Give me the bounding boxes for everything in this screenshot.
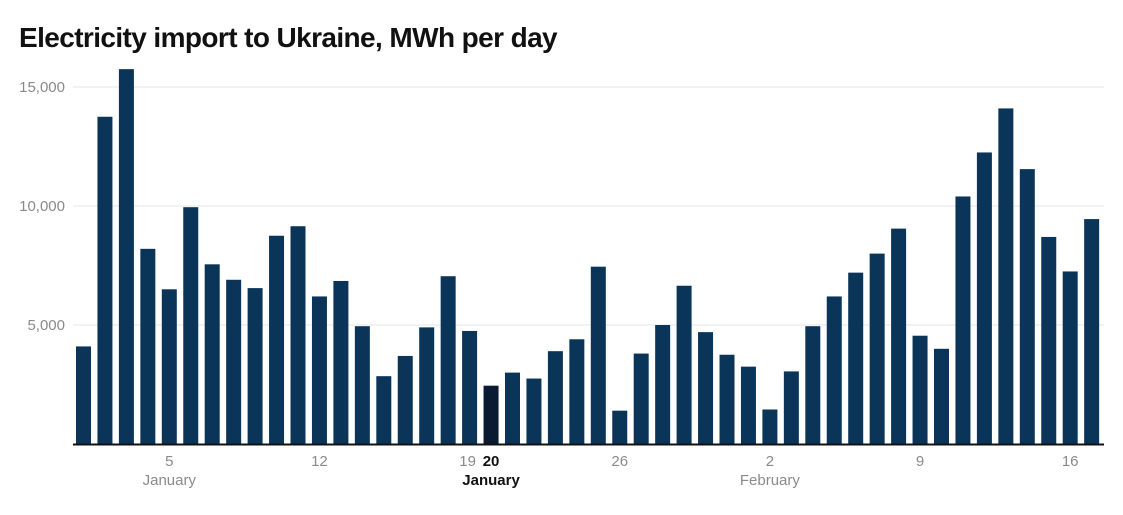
bar xyxy=(762,409,778,444)
bar xyxy=(354,326,370,444)
bar xyxy=(483,385,499,444)
bar xyxy=(204,264,220,444)
bar xyxy=(333,280,349,444)
bar xyxy=(97,116,113,444)
bar xyxy=(848,272,864,444)
x-tick-label: 26 xyxy=(611,453,628,470)
bar xyxy=(462,330,478,444)
y-tick-label: 15,000 xyxy=(19,79,65,96)
bar xyxy=(934,348,949,444)
bar xyxy=(269,235,285,444)
bar xyxy=(419,327,435,444)
bar xyxy=(76,346,91,444)
bar xyxy=(676,285,692,444)
bar xyxy=(505,372,520,444)
x-tick-label: 12 xyxy=(311,453,328,470)
bar xyxy=(526,378,542,444)
x-tick-label: 5 xyxy=(165,453,173,470)
bar xyxy=(440,276,456,444)
bar xyxy=(1062,271,1078,444)
bar xyxy=(290,226,306,444)
x-month-label: January xyxy=(462,472,520,489)
bar xyxy=(912,335,928,444)
bar xyxy=(783,371,799,444)
bar xyxy=(719,354,735,444)
bar xyxy=(1084,219,1100,444)
bar xyxy=(397,355,413,444)
bar xyxy=(740,366,756,444)
bar xyxy=(376,376,392,444)
bar xyxy=(226,279,242,444)
bar xyxy=(183,207,199,444)
bar xyxy=(805,326,821,444)
bar xyxy=(612,410,628,444)
bar xyxy=(547,351,563,444)
x-axis-tick-labels: 5 12 19 20 26 2 9 16 January January February xyxy=(143,453,1079,489)
bar xyxy=(569,339,585,444)
bar xyxy=(826,296,842,444)
bar xyxy=(118,69,134,445)
x-tick-label: 16 xyxy=(1062,453,1079,470)
bar xyxy=(955,196,971,444)
bar xyxy=(998,108,1014,445)
x-tick-label: 19 xyxy=(459,453,476,470)
y-tick-label: 10,000 xyxy=(19,198,65,215)
x-month-label: January xyxy=(143,472,197,489)
bar xyxy=(311,296,327,444)
bars xyxy=(76,69,1100,445)
bar xyxy=(976,152,992,444)
bar xyxy=(655,325,671,444)
x-tick-label: 9 xyxy=(916,453,924,470)
bar xyxy=(698,332,714,444)
y-tick-label: 5,000 xyxy=(27,317,65,334)
y-axis-tick-labels: 5,000 10,000 15,000 xyxy=(19,79,65,334)
bar xyxy=(891,228,907,444)
bar xyxy=(633,353,649,444)
x-tick-label: 20 xyxy=(483,453,500,470)
bar xyxy=(1019,169,1035,445)
gridlines xyxy=(73,86,1104,326)
chart-title: Electricity import to Ukraine, MWh per d… xyxy=(19,22,558,53)
x-month-label: February xyxy=(740,472,801,489)
bar xyxy=(247,288,263,444)
bar xyxy=(1041,236,1057,444)
x-tick-label: 2 xyxy=(766,453,774,470)
bar xyxy=(161,289,177,444)
bar xyxy=(140,248,156,444)
bar xyxy=(590,266,606,444)
bar xyxy=(869,253,885,444)
